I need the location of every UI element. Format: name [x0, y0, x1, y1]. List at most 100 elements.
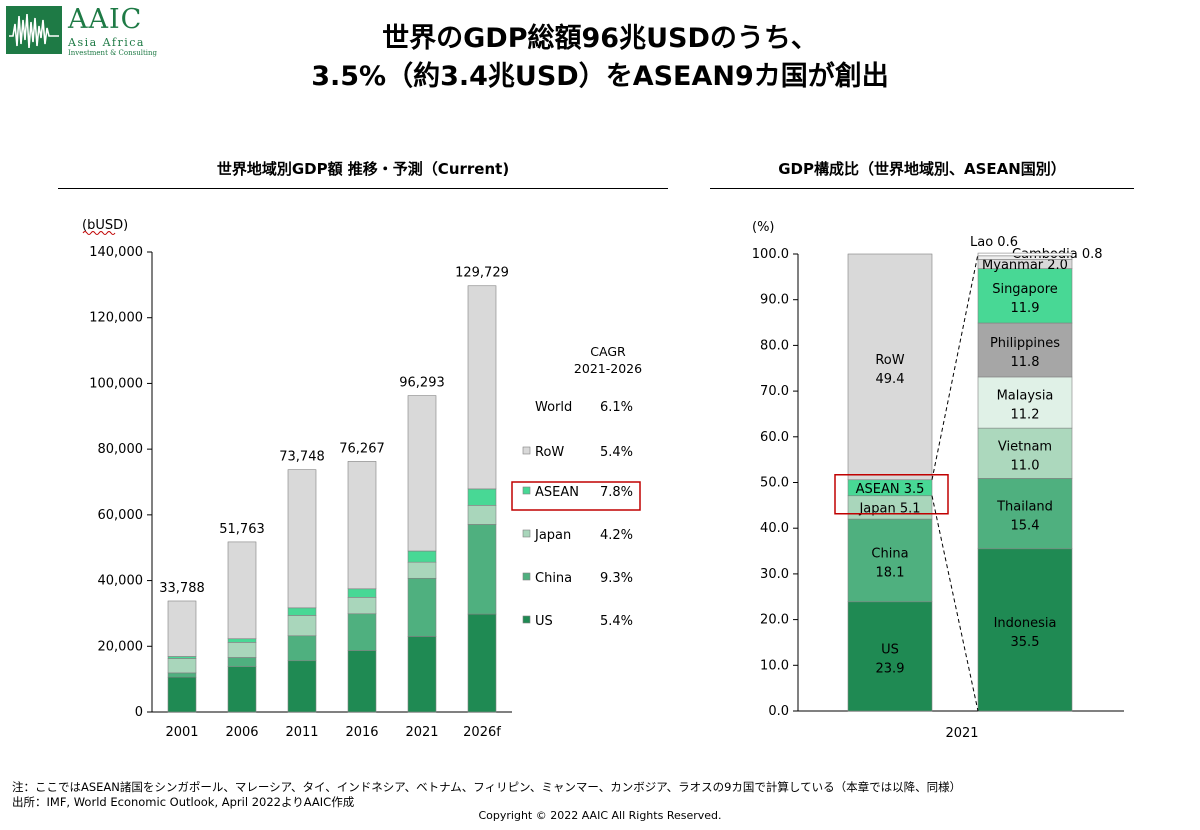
share-y-tick-label: 100.0 [752, 247, 789, 262]
asean-segment-label: Lao 0.6 [970, 235, 1018, 250]
gdp-share-chart: (%) 0.0 10.0 20.0 30.0 40.0 50.0 60.0 70.0 80.0 9… [752, 220, 1124, 741]
asean-segment-value: 11.2 [1011, 408, 1040, 423]
logo-brand: AAIC [68, 4, 143, 35]
asean-segment-value: 35.5 [1011, 635, 1040, 650]
y-tick-label: 20,000 [98, 639, 144, 654]
world-segment-label: RoW [875, 353, 904, 368]
world-segment-label: Japan 5.1 [858, 501, 920, 516]
x-tick-label: 2016 [345, 725, 378, 740]
logo-mark-icon [6, 6, 62, 54]
world-segment-label: US [881, 642, 899, 657]
bar-us-2001 [167, 676, 197, 713]
page-title-line1: 世界のGDP総額96兆USDのうち、 [382, 23, 818, 54]
right-chart-heading: GDP構成比（世界地域別、ASEAN国別） [778, 160, 1066, 178]
y-tick-label: 40,000 [98, 574, 144, 589]
asean-segment-philippines [977, 322, 1073, 378]
bar-total-label: 73,748 [279, 450, 325, 465]
asean-segment-label: Myanmar 2.0 [982, 258, 1068, 273]
bar-japan-2001 [167, 658, 197, 674]
share-y-tick-label: 50.0 [760, 476, 789, 491]
page-title-line2: 3.5%（約3.4兆USD）をASEAN9カ国が創出 [311, 61, 889, 92]
legend-cagr: 6.1% [600, 400, 633, 415]
bar-total-label: 129,729 [455, 266, 509, 281]
world-segment-label: ASEAN 3.5 [856, 482, 925, 497]
bar-row-2016 [347, 461, 377, 590]
asean-segment-value: 11.9 [1011, 301, 1040, 316]
legend-label: US [535, 614, 553, 629]
x-tick-label: 2021 [405, 725, 438, 740]
share-y-tick-label: 20.0 [760, 613, 789, 628]
asean-legend-highlight [511, 481, 641, 511]
bar-japan-2026f [467, 505, 497, 525]
legend-label: RoW [535, 445, 564, 460]
asean-segment-highlight [834, 474, 949, 515]
legend-cagr: 7.8% [600, 485, 633, 500]
share-y-tick-label: 90.0 [760, 293, 789, 308]
asean-segment-vietnam [977, 427, 1073, 479]
right-heading-rule [710, 188, 1134, 189]
asean-segment-singapore [977, 268, 1073, 324]
asean-segment-lao [977, 252, 1073, 257]
legend-label: ASEAN [535, 485, 579, 500]
asean-segment-label: Vietnam [998, 439, 1052, 454]
world-segment-row [847, 253, 933, 481]
asean-segment-value: 11.0 [1011, 458, 1040, 473]
legend-cagr: 4.2% [600, 528, 633, 543]
bar-total-label: 76,267 [339, 441, 385, 456]
legend-label: World [535, 400, 572, 415]
asean-segment-indonesia [977, 548, 1073, 712]
legend-cagr: 5.4% [600, 445, 633, 460]
footnote-source: 出所：IMF, World Economic Outlook, April 20… [12, 795, 355, 809]
legend-swatch [522, 486, 531, 495]
logo-subtitle: Asia Africa [68, 36, 145, 49]
legend-label: Japan [534, 528, 571, 543]
bar-japan-2021 [407, 561, 437, 579]
y-tick-label: 100,000 [89, 376, 143, 391]
bar-us-2026f [467, 613, 497, 713]
world-segment-value: 49.4 [876, 372, 905, 387]
asean-segment-value: 15.4 [1011, 519, 1040, 534]
bar-asean-2016 [347, 588, 377, 598]
bar-china-2011 [287, 635, 317, 662]
world-segment-value: 23.9 [876, 661, 905, 676]
share-y-tick-label: 0.0 [768, 704, 789, 719]
bar-row-2001 [167, 600, 197, 657]
legend-cagr: 9.3% [600, 571, 633, 586]
asean-segment-thailand [977, 478, 1073, 550]
world-segment-china [847, 518, 933, 603]
footnote-note: 注：ここではASEAN諸国をシンガポール、マレーシア、タイ、インドネシア、ベトナ… [12, 780, 962, 794]
world-segment-us [847, 601, 933, 712]
world-segment-label: China [871, 546, 908, 561]
world-segment-value: 18.1 [876, 565, 905, 580]
bar-total-label: 96,293 [399, 376, 445, 391]
x-tick-label: 2026f [463, 725, 501, 740]
bar-japan-2011 [287, 615, 317, 637]
bar-row-2006 [227, 541, 257, 640]
copyright: Copyright © 2022 AAIC All Rights Reserve… [478, 809, 722, 822]
bar-row-2026f [467, 285, 497, 490]
spellcheck-underline [82, 231, 116, 235]
bar-asean-2011 [287, 607, 317, 616]
connector-bottom [931, 495, 979, 712]
y-tick-label: 140,000 [89, 245, 143, 260]
bar-china-2026f [467, 524, 497, 615]
bar-asean-2006 [227, 638, 257, 643]
legend-swatch [522, 529, 531, 538]
x-tick-label: 2006 [225, 725, 258, 740]
bar-japan-2016 [347, 597, 377, 615]
left-heading-rule [58, 188, 668, 189]
legend-swatch [522, 615, 531, 624]
bar-total-label: 33,788 [159, 581, 205, 596]
share-y-tick-label: 30.0 [760, 567, 789, 582]
bar-asean-2026f [467, 488, 497, 506]
aaic-logo: AAIC Asia Africa Investment & Consulting [6, 4, 157, 58]
share-y-axis-unit-label: (%) [752, 220, 775, 235]
bar-china-2021 [407, 577, 437, 637]
page-title: 世界のGDP総額96兆USDのうち、 3.5%（約3.4兆USD）をASEAN9… [160, 20, 1040, 96]
share-y-tick-label: 70.0 [760, 384, 789, 399]
share-y-tick-label: 80.0 [760, 338, 789, 353]
bar-china-2001 [167, 672, 197, 678]
legend-swatch [522, 572, 531, 581]
x-tick-label: 2001 [165, 725, 198, 740]
share-x-label: 2021 [945, 726, 978, 741]
